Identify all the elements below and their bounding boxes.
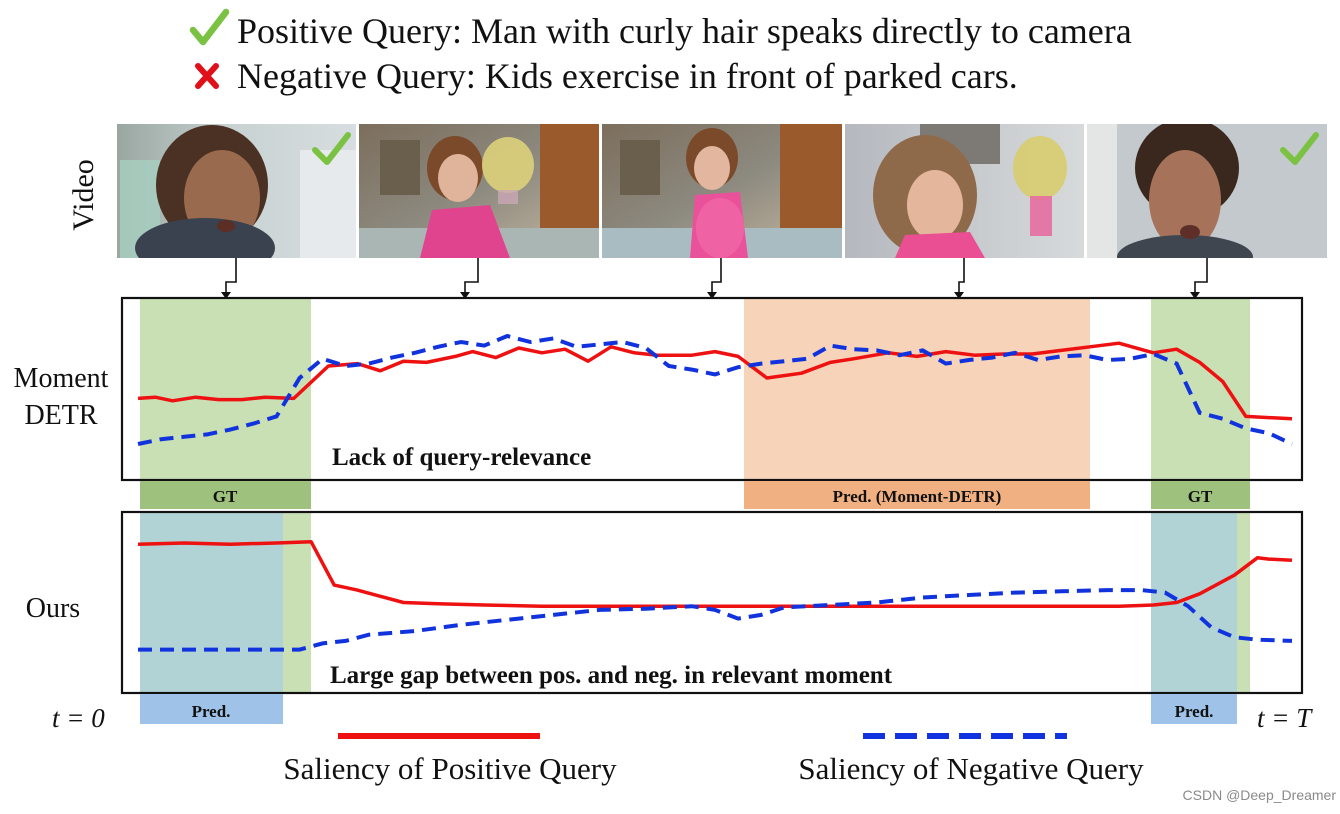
gt-band-1-label: GT [213, 487, 238, 506]
time-start-label: t = 0 [52, 703, 105, 733]
video-frame-1 [117, 124, 356, 258]
moment-detr-label-line2: DETR [24, 400, 97, 431]
gt-band-2 [1151, 481, 1250, 509]
gt-region-1 [140, 298, 311, 480]
legend-negative-label: Saliency of Negative Query [798, 751, 1144, 786]
cross-icon [195, 63, 219, 89]
pred-band-label: Pred. (Moment-DETR) [833, 487, 1002, 506]
gt-band-2-label: GT [1188, 487, 1213, 506]
ours-pred-band-2 [1151, 694, 1237, 724]
frame-connectors [225, 258, 1208, 294]
video-frame-3 [602, 124, 842, 258]
gt-band-1 [140, 481, 311, 509]
positive-saliency-line [137, 341, 1293, 421]
negative-query: Negative Query: Kids exercise in front o… [195, 56, 1018, 96]
watermark: CSDN @Deep_Dreamer [1183, 787, 1337, 803]
pred-band [744, 481, 1090, 509]
video-frame-4 [845, 124, 1084, 258]
ours-frame [120, 510, 1304, 695]
moment-detr-frame [120, 296, 1304, 482]
positive-saliency-line [137, 539, 1293, 608]
positive-query: Positive Query: Man with curly hair spea… [189, 8, 1132, 51]
negative-saliency-line [137, 333, 1293, 446]
negative-saliency-line [138, 588, 1293, 652]
negative-query-text: Negative Query: Kids exercise in front o… [237, 56, 1018, 96]
time-end-label: t = T [1257, 703, 1313, 733]
ours-pred-band-1-label: Pred. [192, 702, 231, 721]
ours-pred-region-1 [140, 512, 283, 693]
legend: Saliency of Positive Query Saliency of N… [283, 733, 1144, 786]
ours-label: Ours [26, 593, 80, 624]
connector-arrowheads [221, 292, 1200, 299]
legend-positive-label: Saliency of Positive Query [283, 751, 617, 786]
ours-gt-tail-1 [283, 512, 311, 693]
moment-detr-label-line1: Moment [14, 363, 109, 394]
ours-panel: Large gap between pos. and neg. in relev… [120, 510, 1304, 695]
gt-region-2 [1151, 298, 1250, 480]
check-mark-icon [312, 132, 351, 165]
video-frame-2 [359, 124, 599, 258]
video-label: Video [67, 159, 100, 231]
pred-region [744, 298, 1090, 480]
ours-band: Pred. Pred. [140, 694, 1237, 724]
lack-of-relevance-note: Lack of query-relevance [332, 444, 591, 471]
moment-detr-panel: Lack of query-relevance [120, 296, 1304, 482]
moment-detr-band: GT Pred. (Moment-DETR) GT [140, 481, 1250, 509]
ours-pred-band-1 [140, 694, 283, 724]
positive-query-text: Positive Query: Man with curly hair spea… [237, 11, 1132, 51]
large-gap-note: Large gap between pos. and neg. in relev… [330, 662, 893, 689]
check-icon [189, 8, 230, 46]
video-frame-5 [1087, 124, 1327, 258]
ours-pred-band-2-label: Pred. [1175, 702, 1214, 721]
check-mark-icon [1280, 132, 1319, 165]
ours-gt-tail-2 [1237, 512, 1250, 693]
